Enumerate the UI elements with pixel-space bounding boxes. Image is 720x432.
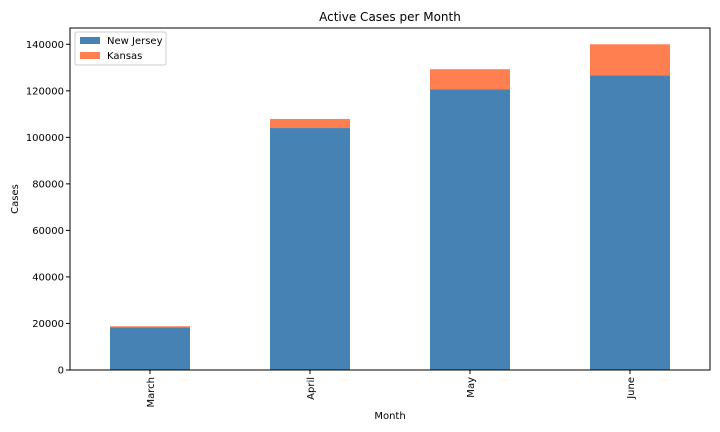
- legend-label: New Jersey: [107, 36, 163, 47]
- legend-swatch-kansas: [80, 52, 100, 59]
- plot-area-frame: [69, 27, 711, 371]
- bar-new-jersey-march: [110, 327, 190, 370]
- y-axis-ticks: 0 20000 40000 60000 80000 100000 120000 140000: [26, 40, 70, 377]
- bar-kansas-june: [590, 44, 670, 76]
- chart-title: Active Cases per Month: [319, 10, 461, 24]
- x-tick-label: March: [146, 377, 157, 407]
- bars-group: [110, 44, 670, 370]
- y-tick-label: 0: [58, 366, 64, 377]
- y-tick-label: 20000: [32, 319, 64, 330]
- y-tick-label: 120000: [26, 86, 64, 97]
- y-axis-title: Cases: [10, 184, 21, 214]
- y-tick-label: 140000: [26, 40, 64, 51]
- bar-kansas-may: [430, 69, 510, 90]
- bar-new-jersey-june: [590, 75, 670, 370]
- legend-swatch-new-jersey: [80, 37, 100, 44]
- x-tick-label: June: [626, 377, 637, 400]
- y-tick-label: 80000: [32, 179, 64, 190]
- x-tick-label: May: [466, 377, 477, 398]
- bar-kansas-march: [110, 326, 190, 328]
- bar-new-jersey-april: [270, 128, 350, 370]
- x-tick-label: April: [306, 377, 317, 400]
- x-axis-title: Month: [374, 411, 405, 422]
- bar-kansas-april: [270, 118, 350, 129]
- x-axis-ticks: March April May June: [146, 370, 637, 407]
- y-tick-label: 100000: [26, 133, 64, 144]
- y-tick-label: 60000: [32, 226, 64, 237]
- bar-new-jersey-may: [430, 89, 510, 370]
- legend: New Jersey Kansas: [74, 31, 167, 66]
- y-tick-label: 40000: [32, 272, 64, 283]
- legend-label: Kansas: [107, 51, 142, 62]
